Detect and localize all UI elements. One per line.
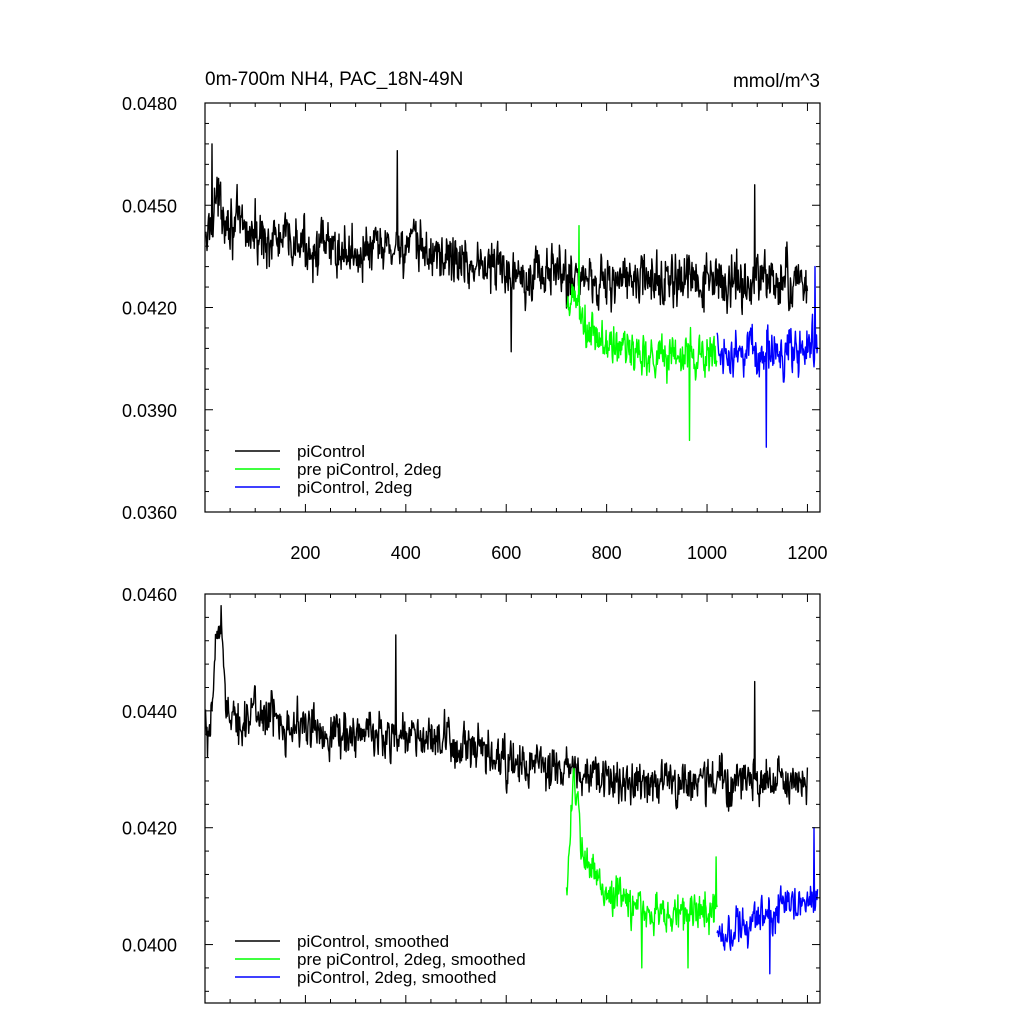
y-tick-label: 0.0360	[122, 503, 177, 523]
legend-label: piControl	[297, 442, 365, 461]
y-tick-label: 0.0450	[122, 196, 177, 216]
y-tick-label: 0.0420	[122, 819, 177, 839]
legend-label: piControl, 2deg	[297, 478, 412, 497]
legend-label: piControl, 2deg, smoothed	[297, 968, 496, 987]
chart-top: 200 400 600 800 1000 1200 0.0360 0.0390 0.0420 0.…	[122, 94, 828, 563]
series-line-pre-picontrol-2deg	[566, 225, 718, 442]
x-tick-label: 200	[290, 543, 320, 563]
y-tick-label: 0.0460	[122, 585, 177, 605]
legend-label: pre piControl, 2deg	[297, 460, 442, 479]
y-tick-label: 0.0420	[122, 299, 177, 319]
series-line-picontrol-2deg-smoothed	[716, 827, 819, 975]
plot-frame	[204, 593, 821, 1004]
plot-title: 0m-700m NH4, PAC_18N-49N	[205, 69, 463, 90]
series-line-picontrol-2deg	[716, 265, 819, 448]
y-tick-label: 0.0390	[122, 401, 177, 421]
series-line-picontrol	[204, 143, 809, 353]
x-tick-label: 600	[491, 543, 521, 563]
x-tick-label: 1200	[787, 543, 827, 563]
y-tick-label: 0.0440	[122, 702, 177, 722]
chart-bottom: 0.0400 0.0420 0.0440 0.0460 piControl, smoot…	[122, 585, 821, 1004]
x-tick-label: 1000	[687, 543, 727, 563]
legend-label: pre piControl, 2deg, smoothed	[297, 950, 526, 969]
series-line-picontrol-smoothed	[204, 605, 809, 812]
x-tick-label: 400	[391, 543, 421, 563]
y-tick-label: 0.0480	[122, 94, 177, 114]
y-tick-label: 0.0400	[122, 936, 177, 956]
series-line-pre-picontrol-2deg-smoothed	[565, 767, 718, 969]
units-label: mmol/m^3	[733, 71, 820, 92]
legend-label: piControl, smoothed	[297, 932, 449, 951]
x-tick-label: 800	[592, 543, 622, 563]
